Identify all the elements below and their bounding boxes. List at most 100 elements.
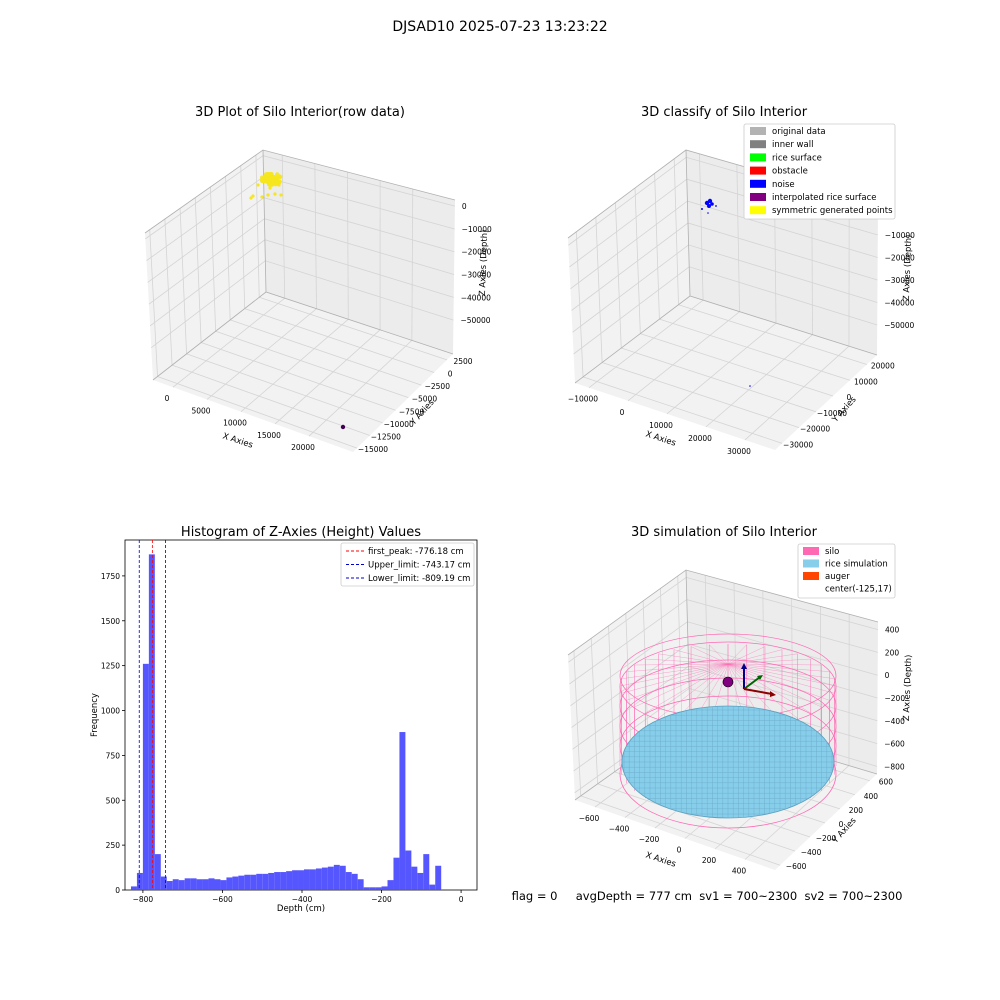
legend-label: rice simulation bbox=[825, 560, 888, 570]
raw-point bbox=[266, 193, 270, 197]
y-tick-label: 0 bbox=[839, 820, 844, 829]
x-tick-label: 10000 bbox=[649, 421, 673, 430]
histogram-bar bbox=[148, 554, 155, 890]
panel1-points bbox=[249, 171, 346, 430]
gridline bbox=[597, 783, 796, 852]
gridline bbox=[157, 376, 358, 449]
x-tick-label: 0 bbox=[165, 394, 170, 403]
y-tick-label: 200 bbox=[849, 806, 864, 815]
panel3-legend-box bbox=[340, 542, 475, 587]
axis-arrowhead-x bbox=[770, 691, 776, 697]
legend-swatch bbox=[750, 140, 766, 149]
auger-sphere bbox=[722, 676, 734, 688]
x-tick-label: 30000 bbox=[727, 447, 751, 456]
gridline bbox=[171, 364, 370, 436]
histogram-bar bbox=[298, 870, 304, 890]
x-tick-label: 200 bbox=[702, 856, 717, 865]
panel-simulation-3d: 3D simulation of Silo Interior −600−400−… bbox=[567, 525, 914, 876]
legend-swatch bbox=[750, 206, 766, 215]
y-tick-label: 750 bbox=[106, 751, 121, 760]
histogram-bar bbox=[387, 880, 394, 890]
panel3-vlines bbox=[138, 540, 166, 890]
histogram-bar bbox=[250, 874, 257, 890]
panel1-x-ticks: 0 5000 10000 15000 20000 bbox=[165, 394, 316, 452]
x-tick-label: −800 bbox=[133, 895, 154, 904]
noise-point bbox=[707, 198, 713, 204]
panel2-xlabel: X Axies bbox=[644, 429, 677, 448]
panel-classify-3d: 3D classify of Silo Interior −10000 0 1000… bbox=[567, 105, 915, 456]
legend-label: rice surface bbox=[772, 153, 822, 163]
histogram-bar bbox=[208, 878, 215, 890]
histogram-bar bbox=[333, 864, 340, 890]
legend-label: interpolated rice surface bbox=[772, 193, 877, 203]
legend-label: silo bbox=[825, 547, 839, 557]
histogram-bar bbox=[178, 880, 185, 890]
panel3-title: Histogram of Z-Axies (Height) Values bbox=[181, 525, 421, 540]
histogram-bar bbox=[309, 869, 316, 890]
legend-swatch bbox=[803, 559, 819, 568]
x-tick-label: 400 bbox=[732, 867, 747, 876]
z-tick-label: 200 bbox=[885, 648, 900, 657]
gridline bbox=[200, 342, 396, 411]
legend-swatch bbox=[750, 166, 766, 175]
panel4-auger bbox=[722, 663, 776, 697]
noise-point bbox=[707, 204, 711, 208]
raw-point bbox=[269, 182, 275, 187]
legend-label: center(-125,17) bbox=[825, 585, 892, 595]
histogram-bar bbox=[417, 872, 424, 890]
histogram-bar bbox=[256, 873, 263, 890]
x-tick-label: 5000 bbox=[191, 406, 210, 415]
raw-point bbox=[273, 192, 277, 196]
axis-arrowhead-z bbox=[741, 663, 747, 669]
panel4-xlabel: X Axies bbox=[644, 850, 677, 869]
legend-label: Upper_limit: -743.17 cm bbox=[368, 561, 471, 571]
gridline bbox=[194, 197, 202, 343]
panel4-ylabel: Y Axies bbox=[830, 815, 859, 846]
histogram-bar bbox=[280, 872, 287, 890]
y-tick-label: 400 bbox=[864, 792, 879, 801]
x-tick-label: −400 bbox=[609, 825, 630, 834]
panel4-zlabel: Z Axies (Depth) bbox=[902, 654, 914, 721]
panel3-x-ticks: −800 −600 −400 −200 0 bbox=[133, 890, 464, 904]
x-tick-label: 0 bbox=[677, 846, 682, 855]
gridline bbox=[210, 186, 217, 332]
y-tick-label: −400 bbox=[801, 848, 822, 857]
gridline bbox=[588, 299, 704, 389]
y-tick-label: 0 bbox=[847, 393, 852, 402]
gridline bbox=[580, 795, 781, 866]
z-tick-label: −400 bbox=[884, 717, 905, 726]
legend-swatch bbox=[750, 193, 766, 201]
histogram-bar bbox=[160, 876, 167, 890]
y-tick-label: 250 bbox=[106, 841, 121, 850]
gridline bbox=[259, 296, 448, 361]
histogram-bar bbox=[423, 854, 430, 890]
gridline bbox=[640, 333, 834, 397]
silo-wire bbox=[645, 663, 729, 714]
raw-point bbox=[259, 175, 265, 180]
axis-arrow-x bbox=[743, 688, 773, 695]
x-tick-label: −10000 bbox=[568, 395, 598, 404]
histogram-bar bbox=[369, 887, 376, 890]
y-tick-label: −200 bbox=[816, 834, 837, 843]
histogram-bar bbox=[166, 881, 173, 890]
raw-point bbox=[279, 193, 283, 197]
legend-swatch bbox=[750, 153, 766, 162]
panel3-y-ticks: 0 250 500 750 1000 1250 1500 1750 bbox=[101, 572, 125, 895]
y-tick-label: −15000 bbox=[358, 445, 388, 454]
y-tick-label: −10000 bbox=[384, 420, 414, 429]
z-tick-label: 0 bbox=[885, 671, 890, 680]
gridline bbox=[186, 353, 383, 424]
raw-point bbox=[268, 186, 272, 190]
y-tick-label: −5000 bbox=[412, 395, 438, 404]
legend-label: obstacle bbox=[772, 167, 808, 177]
silo-wire bbox=[727, 653, 798, 665]
histogram-bar bbox=[405, 850, 412, 890]
y-tick-label: −12500 bbox=[371, 432, 401, 441]
histogram-bar bbox=[214, 879, 221, 890]
y-tick-label: 0 bbox=[448, 369, 453, 378]
histogram-bar bbox=[315, 868, 322, 890]
panel2-title: 3D classify of Silo Interior bbox=[641, 105, 808, 120]
